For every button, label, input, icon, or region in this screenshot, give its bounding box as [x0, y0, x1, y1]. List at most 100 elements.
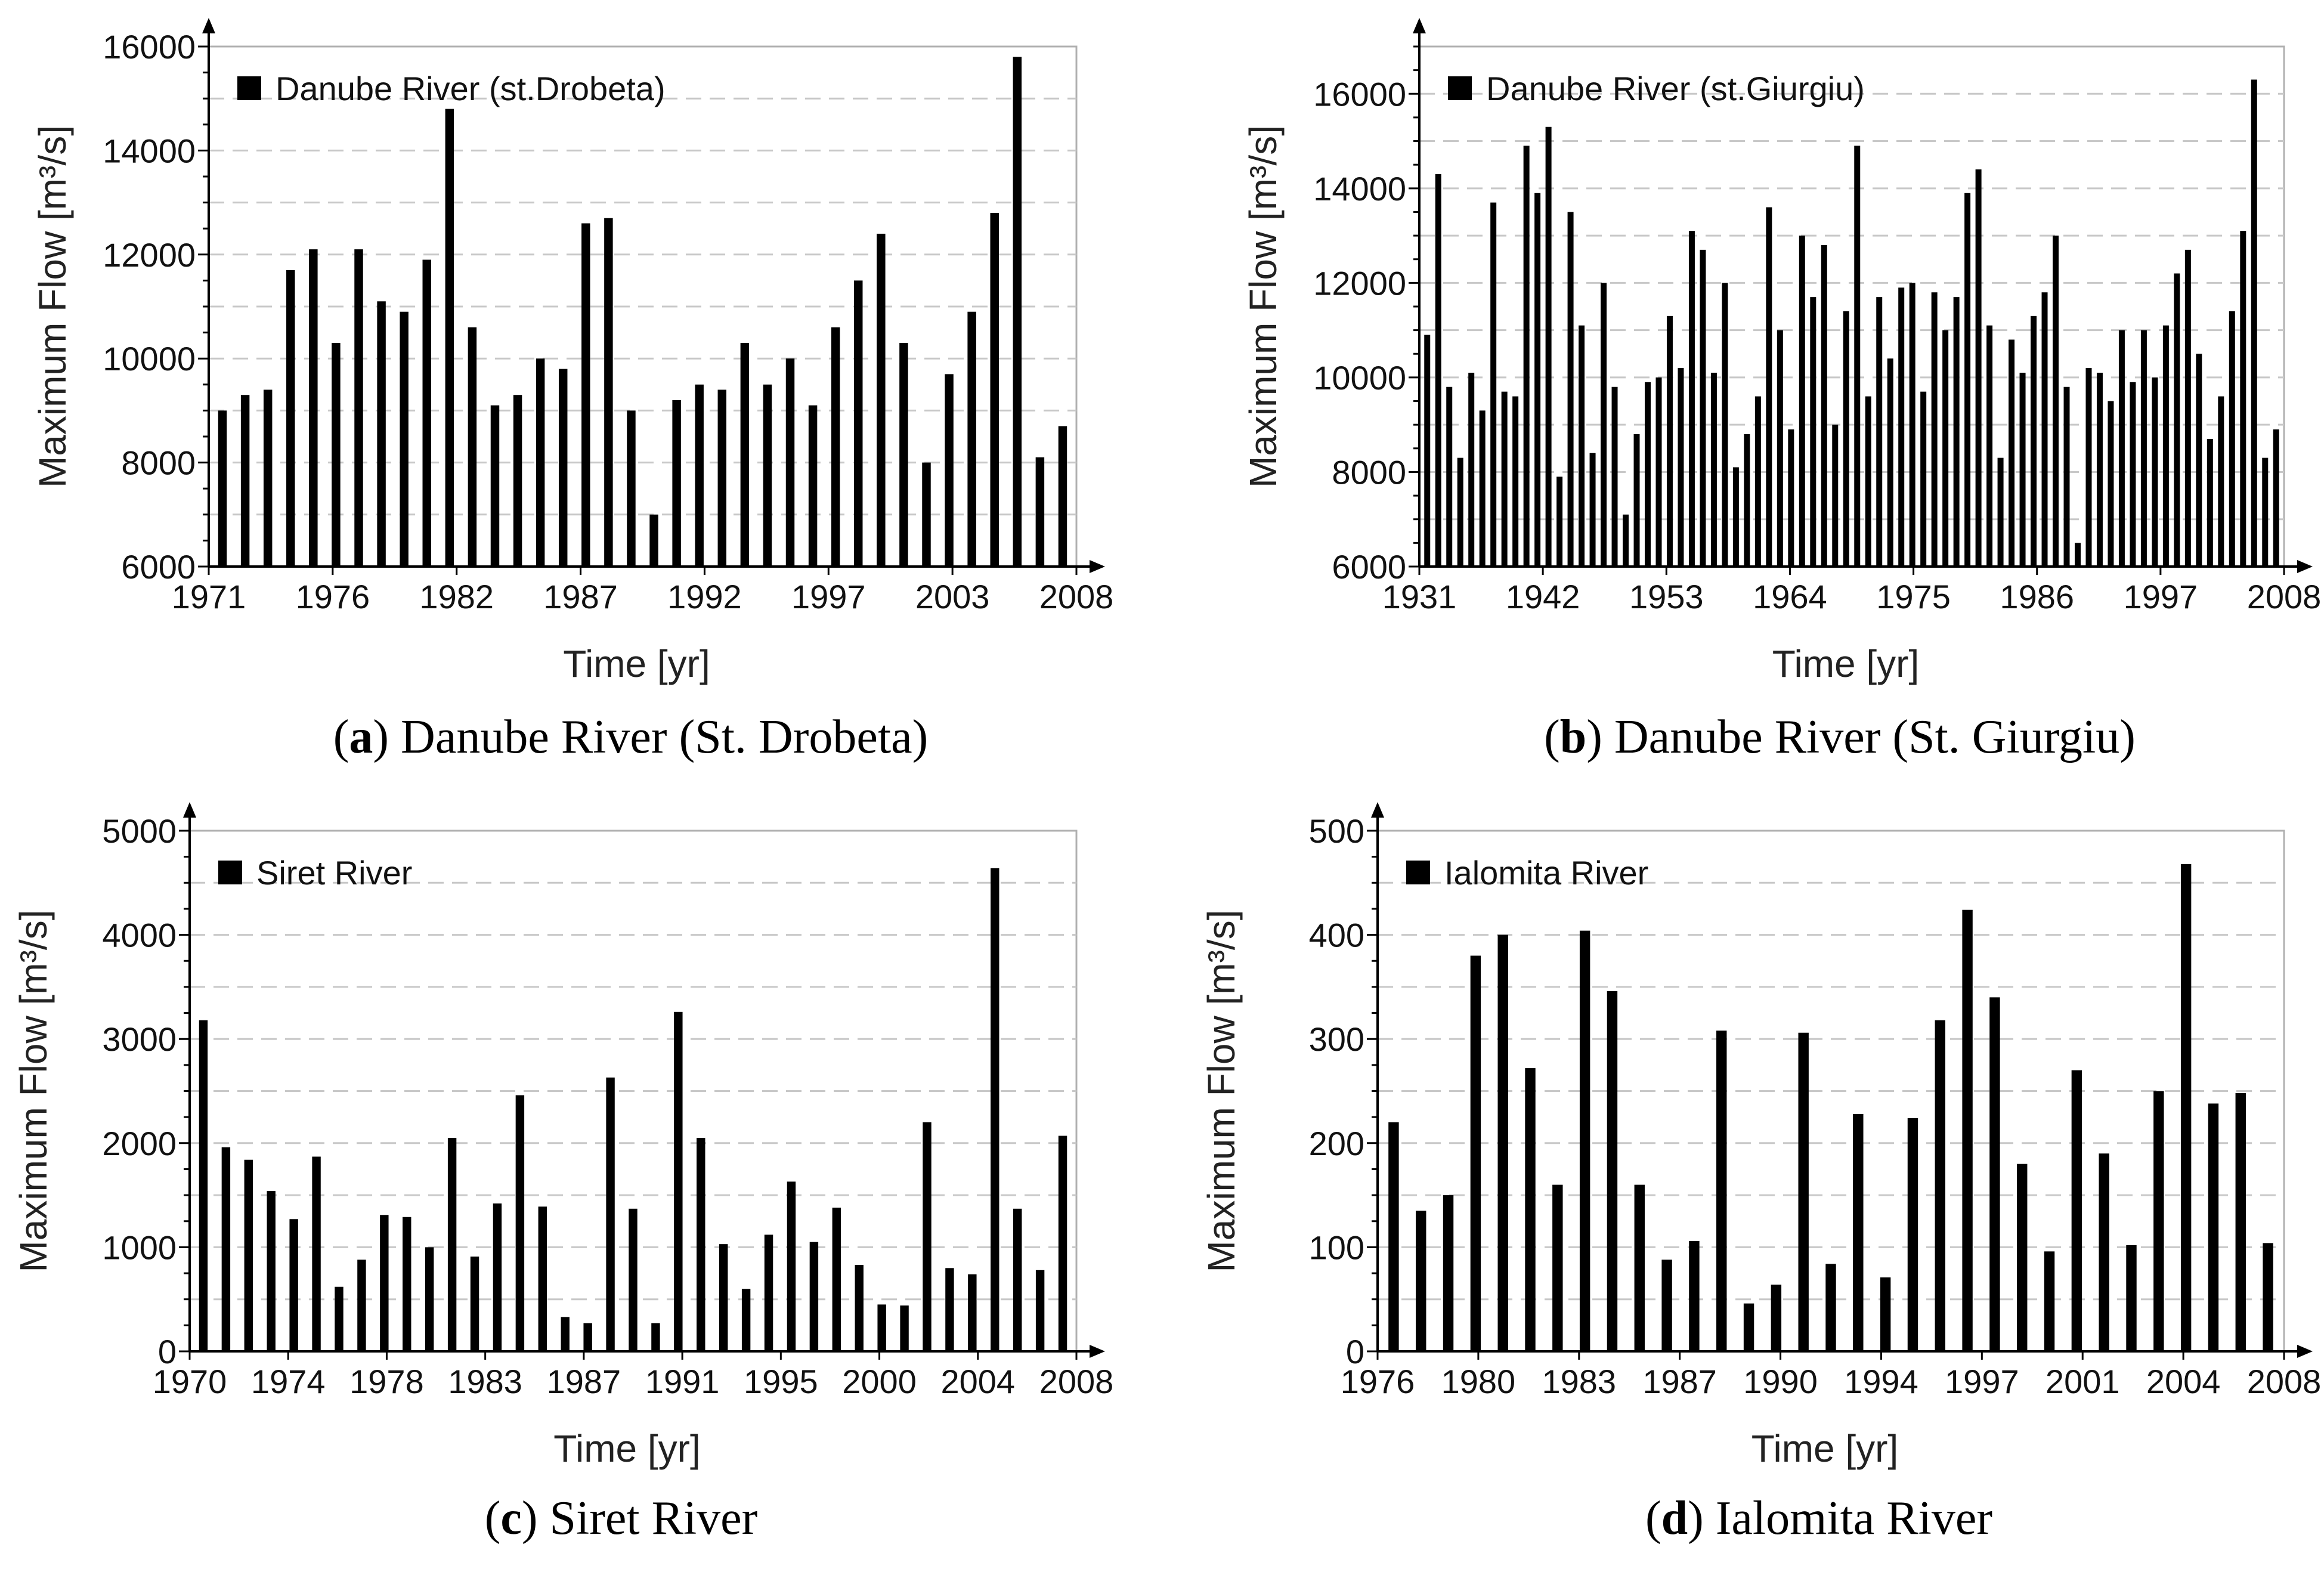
x-tick-label: 1997: [1945, 1363, 2019, 1400]
bar: [1788, 429, 1794, 567]
x-axis-arrow: [1090, 1345, 1105, 1358]
bar: [425, 1247, 434, 1351]
x-tick-label: 1987: [547, 1363, 621, 1400]
bar: [558, 369, 568, 567]
y-tick-label: 8000: [121, 444, 196, 482]
bar: [672, 400, 681, 567]
bar: [2041, 292, 2048, 567]
bar: [1700, 249, 1706, 567]
x-tick-label: 1964: [1753, 578, 1827, 615]
chart-panel-a: 6000 8000 10000 12000 14000 16000 1971 1976 1982…: [31, 18, 1113, 763]
bar: [1623, 514, 1629, 567]
x-tick-label: 1975: [1876, 578, 1951, 615]
x-tick-label: 1997: [791, 578, 866, 615]
bar: [1416, 1211, 1426, 1351]
x-tick-label: 2003: [915, 578, 990, 615]
bar: [1468, 372, 1475, 567]
bar: [763, 384, 772, 567]
bar: [1424, 335, 1431, 567]
y-tick-label: 16000: [103, 28, 196, 66]
bar: [785, 358, 795, 567]
bar: [309, 249, 318, 567]
x-tick-label: 1971: [172, 578, 246, 615]
y-axis-arrow: [202, 18, 215, 33]
bar: [717, 389, 727, 567]
y-tick-label: 10000: [1313, 359, 1406, 397]
x-axis-arrow: [2297, 560, 2313, 573]
bar: [470, 1257, 479, 1351]
bar: [536, 358, 545, 567]
bar: [1743, 1303, 1754, 1351]
bar: [1523, 146, 1530, 567]
bar: [2229, 311, 2235, 567]
bar: [583, 1323, 592, 1351]
bar: [2085, 368, 2092, 567]
bar: [2130, 382, 2136, 567]
bar: [493, 1203, 502, 1351]
x-axis-title: Time [yr]: [1751, 1427, 1899, 1470]
bar: [719, 1244, 728, 1351]
bar: [1732, 467, 1739, 567]
bar: [1771, 1285, 1782, 1351]
x-tick-label: 1980: [1441, 1363, 1516, 1400]
bar: [2140, 330, 2147, 567]
y-tick-label: 8000: [1332, 453, 1406, 491]
bar: [1688, 231, 1695, 567]
panel-caption: (a) Danube River (St. Drobeta): [333, 711, 928, 763]
bar: [899, 343, 908, 567]
bar: [740, 343, 750, 567]
bar: [218, 410, 227, 567]
bar: [1799, 236, 1805, 567]
bar: [832, 1208, 841, 1351]
x-tick-label: 2008: [1039, 1363, 1114, 1400]
bar: [922, 462, 931, 567]
y-tick-label: 6000: [121, 548, 196, 586]
bar: [267, 1191, 276, 1351]
bar: [1997, 457, 2004, 567]
y-tick-label: 10000: [103, 340, 196, 377]
bar: [2207, 438, 2213, 567]
bar: [1853, 1113, 1864, 1351]
y-axis-title: Maximum Flow [m³/s]: [31, 125, 74, 488]
bar: [2180, 864, 2192, 1351]
bar: [1567, 212, 1574, 567]
y-tick-label: 6000: [1332, 548, 1406, 586]
bar: [2218, 396, 2224, 567]
bar: [1589, 453, 1596, 567]
bar: [1435, 174, 1441, 567]
bar: [490, 405, 500, 567]
bar: [538, 1206, 547, 1351]
legend-swatch: [1448, 76, 1472, 100]
bar: [1964, 193, 1971, 567]
bar: [1935, 1020, 1945, 1351]
bar: [674, 1011, 683, 1351]
x-tick-label: 1978: [349, 1363, 424, 1400]
bar: [240, 395, 250, 567]
bar: [627, 410, 636, 567]
bar: [2071, 1070, 2082, 1351]
x-axis-title: Time [yr]: [553, 1427, 701, 1470]
bar: [2063, 386, 2070, 567]
bar: [377, 301, 386, 567]
bar: [312, 1156, 321, 1351]
bar: [1909, 283, 1915, 567]
x-tick-label: 1990: [1743, 1363, 1818, 1400]
y-tick-label: 2000: [102, 1125, 177, 1162]
y-tick-label: 16000: [1313, 75, 1406, 113]
bar: [1887, 358, 1893, 567]
bar: [1497, 934, 1508, 1351]
x-tick-label: 2008: [1039, 578, 1114, 615]
bar: [1443, 1195, 1454, 1351]
bar: [357, 1260, 366, 1351]
bar: [1655, 377, 1662, 567]
y-axis-arrow: [1413, 18, 1426, 33]
y-tick-label: 400: [1309, 917, 1364, 954]
panel-caption: (d) Ialomita River: [1645, 1492, 1992, 1545]
bar: [629, 1208, 638, 1351]
bar: [604, 218, 613, 567]
bar: [400, 311, 409, 567]
x-axis-title: Time [yr]: [563, 642, 710, 685]
bar: [1501, 391, 1508, 567]
bar: [1986, 325, 1993, 567]
bar: [1989, 997, 2000, 1351]
